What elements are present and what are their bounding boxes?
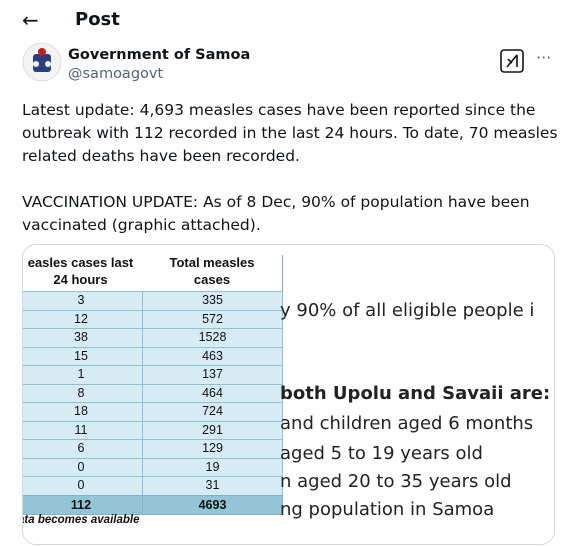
image-text: n aged 20 to 35 years old (280, 471, 512, 492)
paragraph: Latest update: 4,693 measles cases have … (22, 99, 558, 168)
image-text: aged 5 to 19 years old (280, 443, 483, 464)
paragraph: VACCINATION UPDATE: As of 8 Dec, 90% of … (22, 191, 558, 237)
table-cell: 464 (142, 383, 283, 403)
table-cell: 129 (142, 439, 283, 459)
total-cell: 112 (23, 494, 143, 515)
table-cell: 12 (23, 309, 143, 329)
table-cell: 335 (142, 291, 283, 311)
post-image[interactable]: easles cases last 24 hours Total measles ca… (22, 244, 555, 545)
image-text: ng population in Samoa (280, 499, 495, 520)
text-line: Latest update: 4,693 measles cases have … (22, 101, 536, 119)
total-cell: 4693 (142, 494, 283, 515)
text-line: outbreak with 112 recorded in the last 2… (22, 124, 558, 142)
more-button[interactable]: ··· (536, 48, 552, 67)
table-cell: 463 (142, 346, 283, 366)
table-cell: 1 (23, 365, 143, 385)
table-cell: 3 (23, 291, 143, 311)
table-cell: 6 (23, 439, 143, 459)
header-cell: cases (193, 272, 231, 287)
table-cell: 0 (23, 457, 143, 477)
grok-button[interactable] (500, 49, 524, 73)
table-cell: 724 (142, 402, 283, 422)
table-footnote: data becomes available (22, 514, 140, 526)
avatar[interactable] (22, 42, 62, 82)
text-line: VACCINATION UPDATE: As of 8 Dec, 90% of … (22, 193, 530, 211)
image-text: both Upolu and Savaii are: (280, 383, 551, 404)
image-text: y 90% of all eligible people i (280, 300, 535, 321)
header-cell-bg (142, 255, 283, 291)
text-line: related deaths have been recorded. (22, 147, 300, 165)
header-cell-bg (23, 255, 143, 291)
table-cell: 137 (142, 365, 283, 385)
table-cell: 38 (23, 328, 143, 348)
table-cell: 0 (23, 476, 143, 496)
table-cell: 11 (23, 420, 143, 440)
post-text: Latest update: 4,693 measles cases have … (22, 99, 558, 237)
table-cell: 8 (23, 383, 143, 403)
back-button[interactable]: ← (22, 8, 39, 32)
table-cell: 18 (23, 402, 143, 422)
account-name[interactable]: Government of Samoa (68, 47, 251, 63)
table-cell: 1528 (142, 328, 283, 348)
page-title: Post (75, 9, 120, 30)
image-text: and children aged 6 months (280, 413, 534, 434)
table-cell: 19 (142, 457, 283, 477)
header-cell: easles cases last (27, 255, 134, 270)
header-cell: 24 hours (53, 272, 108, 287)
table-cell: 15 (23, 346, 143, 366)
text-line: vaccinated (graphic attached). (22, 216, 261, 234)
account-handle[interactable]: @samoagovt (68, 66, 164, 82)
table-cell: 572 (142, 309, 283, 329)
header-cell: Total measles (169, 255, 255, 270)
table-cell: 291 (142, 420, 283, 440)
table-cell: 31 (142, 476, 283, 496)
